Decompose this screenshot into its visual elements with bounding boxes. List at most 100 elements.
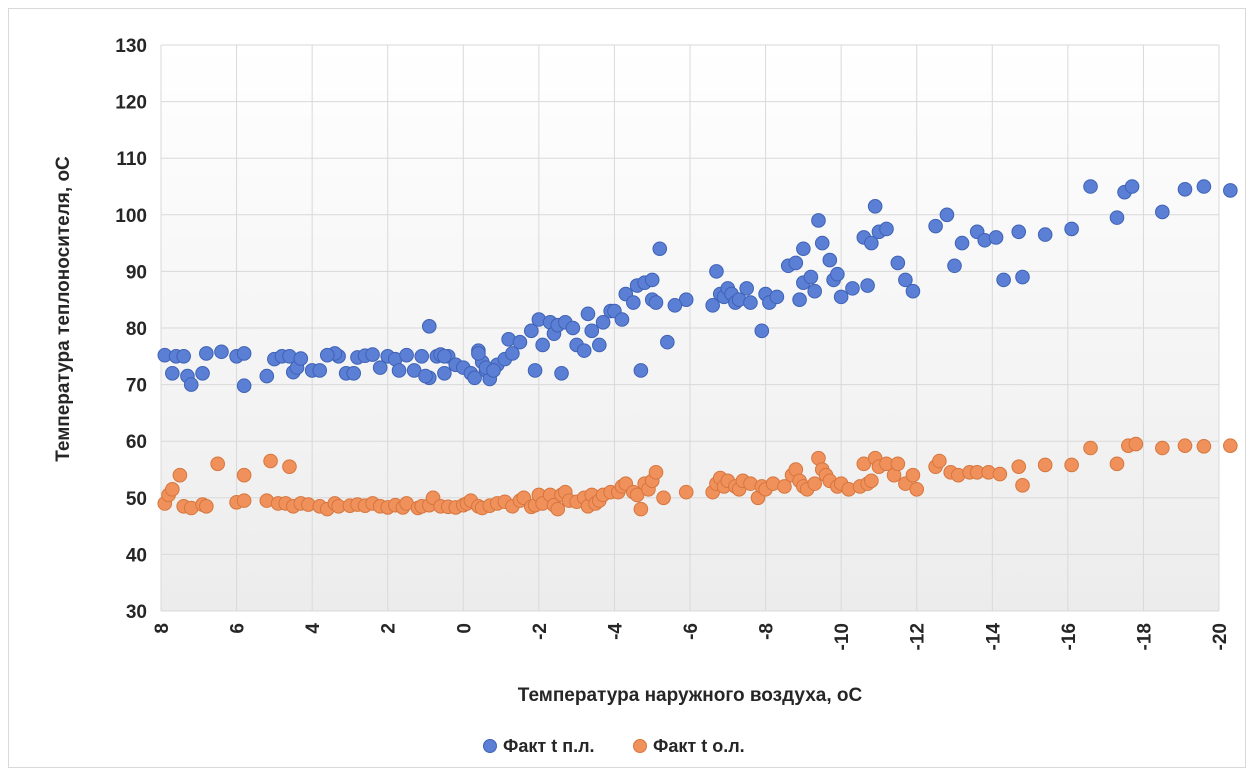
- return-point: [282, 459, 297, 474]
- supply-point: [505, 346, 520, 361]
- supply-point: [199, 346, 214, 361]
- legend: Факт t п.л. Факт t о.л.: [483, 736, 745, 756]
- y-tick-label: 40: [126, 545, 147, 566]
- supply-point: [365, 347, 380, 362]
- supply-point: [1109, 210, 1125, 225]
- return-point: [1011, 459, 1027, 474]
- supply-point: [867, 199, 883, 214]
- return-point: [210, 456, 225, 472]
- legend-label-supply: Факт t п.л.: [503, 736, 595, 756]
- supply-point: [437, 349, 452, 364]
- supply-point: [535, 337, 550, 353]
- y-tick-label: 130: [115, 36, 147, 57]
- supply-point: [988, 230, 1004, 245]
- supply-point: [1196, 179, 1212, 194]
- supply-point: [176, 349, 191, 364]
- supply-point: [796, 241, 811, 257]
- supply-point: [739, 281, 754, 296]
- supply-point: [1037, 227, 1053, 242]
- supply-point: [467, 370, 482, 386]
- return-point: [1083, 440, 1098, 456]
- supply-point: [1177, 182, 1193, 197]
- supply-point: [788, 255, 804, 271]
- supply-point: [928, 218, 943, 234]
- supply-point: [391, 363, 407, 378]
- y-tick-label: 90: [126, 262, 147, 283]
- y-tick-label: 80: [126, 319, 147, 340]
- supply-point: [183, 377, 199, 392]
- supply-point: [592, 337, 607, 353]
- chart-frame: 8 6 4 2 0 -2 -4 -6 -8 -10 -12 -14 -16 -18 -20 30 40 50 60…: [8, 8, 1246, 768]
- supply-point: [471, 346, 486, 361]
- supply-point: [584, 323, 600, 339]
- supply-point: [437, 365, 452, 381]
- supply-point: [954, 235, 970, 251]
- x-tick-label: -14: [983, 623, 1004, 651]
- supply-point: [580, 306, 596, 322]
- supply-point: [576, 343, 592, 358]
- supply-point: [652, 241, 668, 257]
- supply-point: [421, 319, 437, 334]
- supply-point: [524, 323, 539, 339]
- y-tick-label: 50: [126, 489, 147, 510]
- supply-point: [1223, 183, 1238, 198]
- y-axis-title: Температура теплоносителя, оС: [53, 156, 74, 462]
- supply-point: [845, 281, 860, 296]
- legend-marker-supply: [483, 739, 497, 753]
- x-tick-label: -20: [1210, 623, 1231, 650]
- supply-point: [660, 334, 675, 350]
- supply-point: [833, 289, 849, 305]
- return-point: [1177, 438, 1193, 454]
- supply-point: [890, 255, 906, 271]
- supply-point: [554, 365, 569, 381]
- y-tick-label: 110: [116, 149, 147, 170]
- y-tick-label: 70: [126, 376, 147, 397]
- return-point: [678, 484, 694, 500]
- return-point: [1223, 438, 1238, 454]
- return-point: [165, 482, 180, 497]
- supply-point: [293, 351, 309, 366]
- supply-point: [822, 252, 838, 268]
- supply-point: [1011, 224, 1027, 240]
- supply-point: [754, 323, 770, 339]
- supply-point: [814, 235, 830, 251]
- supply-point: [165, 365, 180, 381]
- return-point: [656, 490, 671, 506]
- return-point: [1109, 456, 1125, 472]
- x-tick-label: -4: [605, 623, 626, 640]
- y-tick-label: 120: [115, 93, 147, 114]
- supply-point: [939, 207, 955, 223]
- return-point: [807, 476, 822, 491]
- supply-point: [1124, 179, 1140, 194]
- supply-point: [414, 349, 430, 364]
- y-tick-label: 30: [126, 602, 147, 623]
- x-tick-label: -8: [757, 623, 778, 640]
- return-point: [236, 493, 252, 508]
- supply-point: [236, 346, 252, 361]
- return-point: [777, 479, 792, 494]
- legend-label-return: Факт t о.л.: [653, 736, 745, 756]
- supply-point: [709, 264, 724, 279]
- return-point: [932, 453, 947, 469]
- supply-point: [1015, 269, 1030, 285]
- supply-point: [864, 235, 879, 251]
- supply-point: [346, 365, 362, 381]
- legend-marker-return: [633, 739, 647, 753]
- supply-point: [803, 269, 819, 285]
- supply-point: [626, 295, 641, 310]
- supply-point: [399, 347, 414, 363]
- x-tick-label: 4: [303, 623, 324, 634]
- supply-point: [644, 272, 660, 288]
- return-point: [905, 467, 921, 483]
- y-tick-label: 60: [126, 432, 147, 453]
- supply-point: [996, 272, 1011, 288]
- return-point: [633, 501, 649, 517]
- return-point: [1037, 457, 1053, 473]
- supply-point: [743, 295, 758, 310]
- supply-point: [614, 312, 630, 327]
- supply-point: [372, 360, 388, 375]
- return-point: [1064, 457, 1079, 473]
- supply-point: [947, 258, 962, 274]
- supply-point: [319, 347, 335, 363]
- return-point: [992, 466, 1008, 482]
